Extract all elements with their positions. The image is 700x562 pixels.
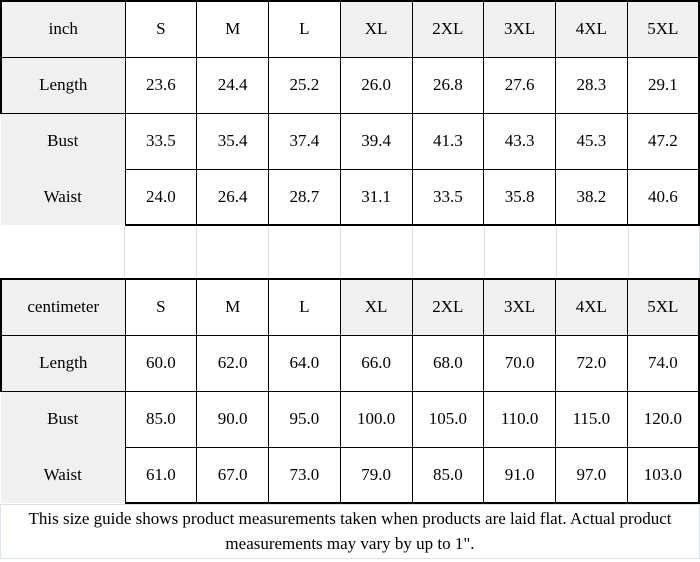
measurement-value: 29.1 [626, 56, 700, 114]
size-header-l: L [268, 278, 341, 336]
spacer-cell [556, 226, 628, 278]
measurement-label-waist: Waist [1, 447, 126, 503]
measurement-value: 40.6 [626, 168, 700, 226]
measurement-value: 79.0 [339, 446, 413, 504]
size-header-xl: XL [339, 0, 413, 58]
measurement-value: 33.5 [124, 112, 198, 170]
measurement-value: 24.0 [124, 168, 198, 226]
spacer-cell [124, 226, 196, 278]
size-header-4xl: 4XL [555, 278, 628, 336]
measurement-value: 68.0 [411, 334, 485, 392]
measurement-value: 26.0 [339, 56, 413, 114]
measurement-value: 35.4 [196, 112, 269, 170]
size-header-3xl: 3XL [483, 0, 556, 58]
size-header-xl: XL [339, 278, 413, 336]
measurement-value: 72.0 [555, 334, 628, 392]
measurement-value: 105.0 [411, 390, 485, 448]
measurement-value: 85.0 [124, 390, 198, 448]
inch-size-table: inch S M L XL 2XL 3XL 4XL 5XL Length 23.6 24.4 25.2 2… [0, 0, 700, 226]
measurement-value: 45.3 [555, 112, 628, 170]
spacer-row [0, 226, 700, 278]
size-guide-note-line2: measurements may vary by up to 1". [225, 533, 475, 553]
spacer-cell [196, 226, 268, 278]
size-header-2xl: 2XL [411, 0, 485, 58]
measurement-value: 90.0 [196, 390, 269, 448]
measurement-value: 70.0 [483, 334, 556, 392]
spacer-cell [628, 226, 700, 278]
measurement-value: 91.0 [483, 446, 556, 504]
measurement-value: 41.3 [411, 112, 485, 170]
measurement-value: 35.8 [483, 168, 556, 226]
size-header-5xl: 5XL [626, 0, 700, 58]
measurement-value: 67.0 [196, 446, 269, 504]
measurement-value: 25.2 [268, 56, 341, 114]
measurement-value: 28.3 [555, 56, 628, 114]
size-header-5xl: 5XL [626, 278, 700, 336]
size-header-l: L [268, 0, 341, 58]
size-header-m: M [196, 278, 269, 336]
measurement-value: 43.3 [483, 112, 556, 170]
measurement-value: 97.0 [555, 446, 628, 504]
measurement-value: 100.0 [339, 390, 413, 448]
size-guide-note-line1: This size guide shows product measuremen… [28, 509, 672, 529]
spacer-cell [340, 226, 412, 278]
unit-header: inch [0, 0, 126, 58]
size-header-s: S [124, 0, 198, 58]
measurement-value: 66.0 [339, 334, 413, 392]
measurement-value: 23.6 [124, 56, 198, 114]
measurement-value: 24.4 [196, 56, 269, 114]
measurement-value: 47.2 [626, 112, 700, 170]
measurement-label-waist: Waist [1, 169, 126, 225]
measurement-value: 73.0 [268, 446, 341, 504]
spacer-cell [484, 226, 556, 278]
size-header-4xl: 4XL [555, 0, 628, 58]
measurement-value: 85.0 [411, 446, 485, 504]
measurement-value: 31.1 [339, 168, 413, 226]
measurement-value: 27.6 [483, 56, 556, 114]
spacer-cell [268, 226, 340, 278]
measurement-label-length: Length [0, 56, 126, 114]
measurement-value: 33.5 [411, 168, 485, 226]
measurement-value: 26.4 [196, 168, 269, 226]
measurement-value: 74.0 [626, 334, 700, 392]
size-header-s: S [124, 278, 198, 336]
measurement-value: 28.7 [268, 168, 341, 226]
unit-header: centimeter [0, 278, 126, 336]
measurement-label-length: Length [0, 334, 126, 392]
measurement-label-bust: Bust [1, 112, 126, 169]
measurement-value: 62.0 [196, 334, 269, 392]
measurement-value: 110.0 [483, 390, 556, 448]
size-header-3xl: 3XL [483, 278, 556, 336]
spacer-cell [0, 226, 124, 278]
spacer-cell [412, 226, 484, 278]
measurement-value: 60.0 [124, 334, 198, 392]
size-header-m: M [196, 0, 269, 58]
measurement-value: 95.0 [268, 390, 341, 448]
size-header-2xl: 2XL [411, 278, 485, 336]
measurement-value: 61.0 [124, 446, 198, 504]
measurement-value: 26.8 [411, 56, 485, 114]
centimeter-size-table: centimeter S M L XL 2XL 3XL 4XL 5XL Length 60.0 62.… [0, 278, 700, 504]
measurement-value: 120.0 [626, 390, 700, 448]
measurement-label-bust: Bust [1, 390, 126, 447]
measurement-value: 103.0 [626, 446, 700, 504]
measurement-value: 115.0 [555, 390, 628, 448]
measurement-value: 39.4 [339, 112, 413, 170]
measurement-value: 37.4 [268, 112, 341, 170]
measurement-value: 38.2 [555, 168, 628, 226]
size-guide-note: This size guide shows product measuremen… [0, 504, 700, 559]
measurement-value: 64.0 [268, 334, 341, 392]
